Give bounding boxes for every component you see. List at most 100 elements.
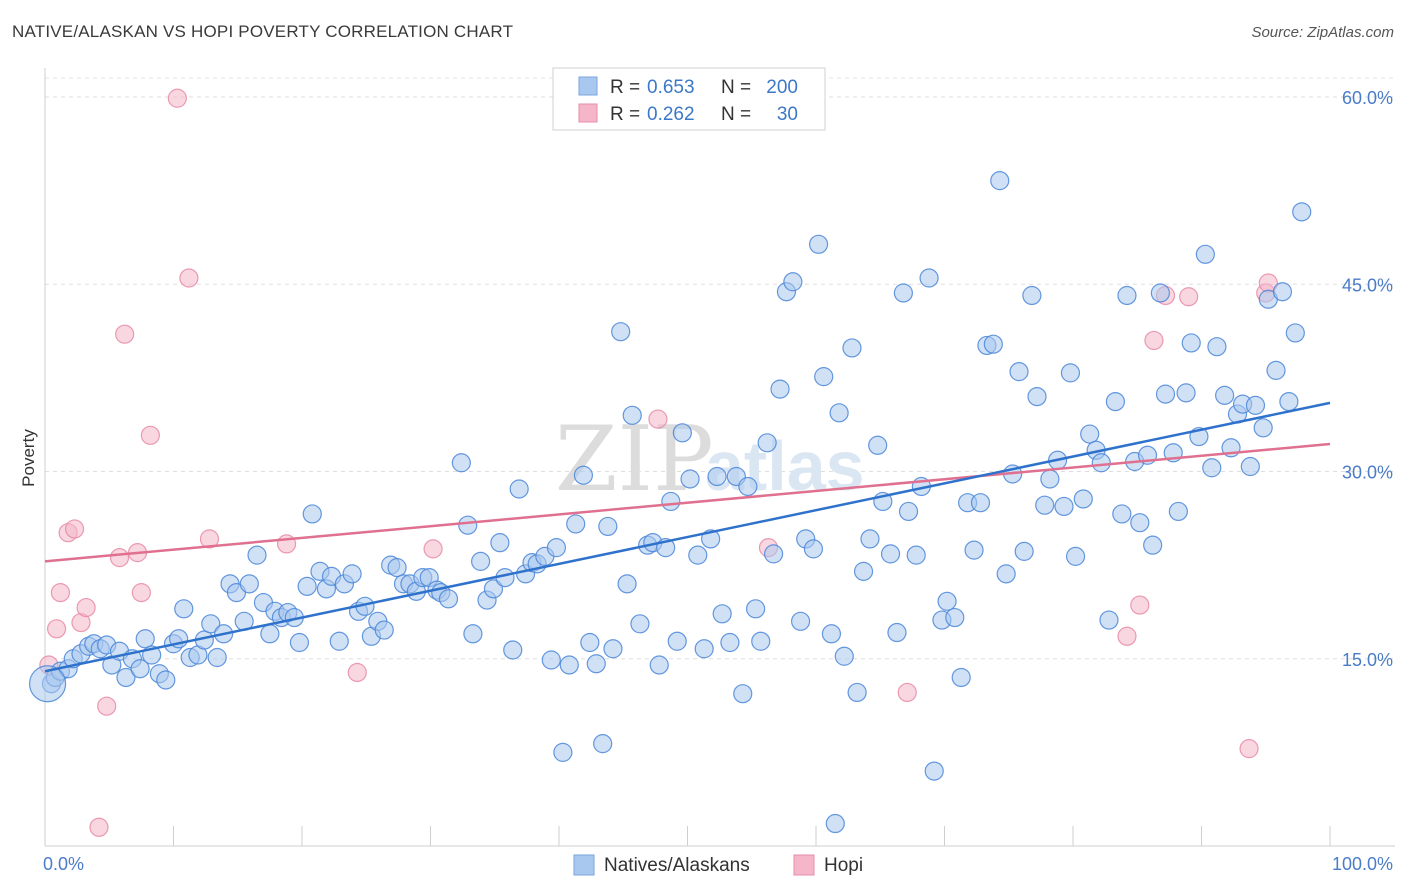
series-legend: Natives/Alaskans Hopi bbox=[573, 854, 863, 876]
legend-n-value-2: 30 bbox=[777, 104, 798, 125]
native-point bbox=[770, 379, 790, 399]
native-point bbox=[919, 268, 939, 288]
native-point bbox=[490, 533, 510, 553]
native-point bbox=[1027, 387, 1047, 407]
native-point bbox=[751, 631, 771, 651]
native-point bbox=[622, 405, 642, 425]
native-point bbox=[297, 576, 317, 596]
native-point bbox=[1215, 385, 1235, 405]
native-point bbox=[1054, 496, 1074, 517]
native-point bbox=[783, 272, 803, 292]
native-point bbox=[880, 544, 901, 564]
native-point bbox=[1181, 333, 1201, 353]
hopi-point bbox=[1239, 739, 1259, 759]
native-point bbox=[860, 529, 880, 549]
native-point bbox=[1292, 202, 1312, 222]
native-points bbox=[28, 171, 1312, 834]
native-point bbox=[1065, 546, 1086, 566]
native-point bbox=[1130, 513, 1150, 533]
native-point bbox=[329, 631, 349, 651]
native-point bbox=[1195, 244, 1215, 264]
hopi-point bbox=[131, 582, 151, 603]
native-point bbox=[712, 604, 732, 624]
native-point bbox=[808, 234, 829, 254]
native-point bbox=[617, 574, 637, 594]
native-point bbox=[1117, 285, 1137, 306]
native-point bbox=[302, 504, 322, 524]
native-point bbox=[451, 453, 471, 473]
legend-r-value-1: 0.653 bbox=[647, 77, 695, 98]
legend-n-label-1: N = bbox=[721, 77, 751, 98]
native-point bbox=[342, 564, 362, 584]
native-point bbox=[289, 632, 310, 653]
y-axis-label: Poverty bbox=[19, 429, 38, 487]
native-point bbox=[694, 639, 714, 659]
native-point bbox=[887, 622, 907, 643]
bottom-legend-swatch-natives bbox=[573, 854, 595, 876]
native-point bbox=[611, 322, 631, 342]
y-tick-label: 45.0% bbox=[1342, 275, 1393, 295]
native-point bbox=[553, 742, 573, 762]
native-point bbox=[853, 561, 874, 581]
native-point bbox=[937, 591, 957, 611]
native-point bbox=[546, 538, 567, 558]
x-tick-label: 100.0% bbox=[1332, 854, 1393, 874]
native-point bbox=[239, 574, 259, 594]
native-point bbox=[990, 171, 1010, 191]
native-point bbox=[763, 544, 784, 564]
hopi-point bbox=[1130, 595, 1150, 615]
native-point bbox=[1155, 384, 1176, 404]
hopi-points bbox=[39, 88, 1278, 837]
native-point bbox=[374, 620, 394, 640]
hopi-point bbox=[97, 696, 117, 716]
native-point bbox=[964, 540, 984, 560]
legend-n-label-2: N = bbox=[721, 104, 751, 125]
correlation-legend: R = 0.653 N = 200 R = 0.262 N = 30 bbox=[552, 67, 826, 131]
native-point bbox=[1202, 458, 1222, 478]
native-point bbox=[1040, 469, 1060, 489]
native-point bbox=[1207, 337, 1227, 357]
native-point bbox=[1279, 391, 1299, 412]
native-point bbox=[1245, 395, 1266, 415]
native-point bbox=[1176, 383, 1196, 403]
y-tick-labels: 15.0% 30.0% 45.0% 60.0% bbox=[1342, 88, 1393, 670]
legend-r-label-2: R = bbox=[610, 104, 640, 125]
native-point bbox=[707, 466, 727, 487]
native-point bbox=[438, 589, 459, 609]
native-point bbox=[1112, 504, 1132, 524]
native-point bbox=[814, 367, 834, 387]
native-point bbox=[1080, 424, 1100, 444]
native-point bbox=[1143, 535, 1163, 555]
native-point bbox=[463, 624, 483, 644]
native-point bbox=[688, 545, 708, 565]
native-point bbox=[559, 655, 579, 675]
native-point bbox=[566, 514, 586, 534]
y-tick-label: 30.0% bbox=[1342, 463, 1393, 483]
native-point bbox=[130, 659, 150, 679]
legend-swatch-natives bbox=[578, 76, 598, 96]
trend-line-natives bbox=[44, 401, 1331, 673]
native-point bbox=[541, 650, 561, 670]
native-point bbox=[898, 501, 919, 522]
legend-swatch-hopi bbox=[578, 103, 598, 123]
native-point-large bbox=[28, 665, 67, 703]
native-point bbox=[586, 654, 606, 674]
hopi-point bbox=[89, 817, 109, 837]
native-point bbox=[1105, 391, 1126, 412]
native-point bbox=[1272, 282, 1293, 302]
x-tick-label: 0.0% bbox=[43, 854, 84, 874]
native-point bbox=[135, 629, 155, 649]
native-point bbox=[458, 515, 478, 535]
native-point bbox=[829, 403, 849, 423]
native-point bbox=[580, 632, 600, 653]
native-point bbox=[503, 640, 523, 660]
native-point bbox=[661, 491, 681, 512]
hopi-point bbox=[167, 88, 187, 108]
hopi-point bbox=[46, 619, 67, 639]
native-point bbox=[825, 813, 845, 834]
hopi-point bbox=[199, 529, 220, 549]
hopi-point bbox=[897, 682, 917, 703]
native-point bbox=[1253, 418, 1273, 438]
native-point bbox=[790, 611, 811, 631]
native-point bbox=[847, 682, 867, 703]
